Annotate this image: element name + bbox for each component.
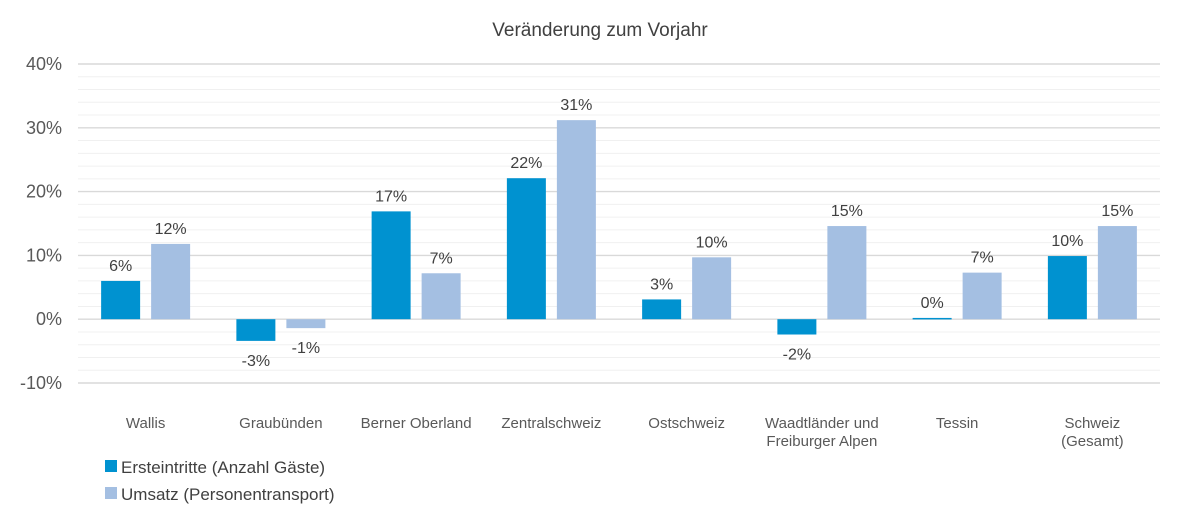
legend-swatch-umsatz <box>105 487 117 499</box>
data-label: 31% <box>560 97 592 114</box>
x-category-label: Ostschweiz <box>648 415 725 432</box>
bar-ersteintritte <box>371 211 411 320</box>
data-label: 12% <box>155 221 187 238</box>
bar-umsatz <box>421 273 461 320</box>
data-label: 15% <box>831 203 863 220</box>
data-label: 0% <box>921 295 944 312</box>
y-tick-label: -10% <box>20 373 62 393</box>
chart-title: Veränderung zum Vorjahr <box>492 20 708 41</box>
data-label: 10% <box>1051 233 1083 250</box>
x-category-label: Tessin <box>936 415 979 432</box>
legend-label-ersteintritte: Ersteintritte (Anzahl Gäste) <box>121 458 325 477</box>
bar-ersteintritte <box>777 319 817 335</box>
x-category-label: Zentralschweiz <box>501 415 601 432</box>
bar-ersteintritte <box>236 319 276 341</box>
x-category-label: Berner Oberland <box>361 415 472 432</box>
data-label: -1% <box>292 340 320 357</box>
bar-umsatz <box>962 272 1002 320</box>
data-label: 10% <box>696 234 728 251</box>
bars <box>101 120 1137 341</box>
x-category-label: Schweiz <box>1064 415 1120 432</box>
data-label: 7% <box>430 250 453 267</box>
bar-ersteintritte <box>912 317 952 320</box>
bar-umsatz <box>286 319 326 329</box>
bar-umsatz <box>151 243 191 320</box>
bar-umsatz <box>556 120 596 320</box>
y-tick-label: 40% <box>26 54 62 74</box>
y-tick-label: 0% <box>36 309 62 329</box>
y-tick-label: 20% <box>26 182 62 202</box>
data-label: -3% <box>242 353 270 370</box>
bar-ersteintritte <box>506 178 546 320</box>
bar-ersteintritte <box>101 280 141 320</box>
y-axis-ticks: -10% 0% 10% 20% 30% 40% <box>20 54 62 393</box>
x-category-label: Graubünden <box>239 415 322 432</box>
data-label: 3% <box>650 276 673 293</box>
x-category-label: Wallis <box>126 415 165 432</box>
data-label: 22% <box>510 155 542 172</box>
bar-ersteintritte <box>642 299 682 320</box>
x-category-label: Waadtländer und <box>765 415 879 432</box>
data-label: 17% <box>375 188 407 205</box>
data-label: 7% <box>971 250 994 267</box>
bar-umsatz <box>827 226 867 320</box>
data-labels: 6% 12% -3% -1% 17% 7% 22% 31% 3% 10% -2% 15% 0% 7% 10%… <box>109 97 1133 370</box>
x-category-label: (Gesamt) <box>1061 433 1124 450</box>
legend-swatch-ersteintritte <box>105 460 117 472</box>
legend: Ersteintritte (Anzahl Gäste) Umsatz (Per… <box>105 458 335 504</box>
data-label: 6% <box>109 258 132 275</box>
x-axis-categories: Wallis Graubünden Berner Oberland Zentralsc… <box>126 415 1124 450</box>
data-label: 15% <box>1101 203 1133 220</box>
bar-umsatz <box>1097 226 1137 320</box>
bar-umsatz <box>692 257 732 320</box>
data-label: -2% <box>783 347 811 364</box>
bar-ersteintritte <box>1047 256 1087 320</box>
legend-label-umsatz: Umsatz (Personentransport) <box>121 485 335 504</box>
y-tick-label: 30% <box>26 118 62 138</box>
y-tick-label: 10% <box>26 245 62 265</box>
x-category-label: Freiburger Alpen <box>766 433 877 450</box>
